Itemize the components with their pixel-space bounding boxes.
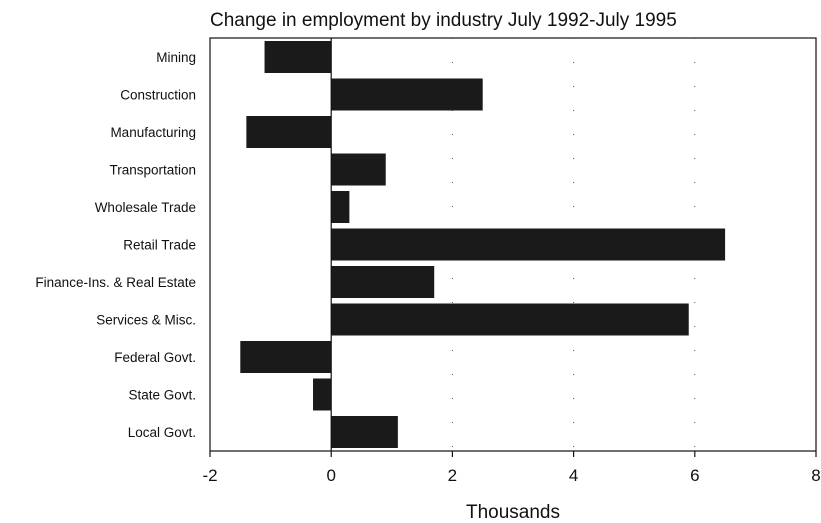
bar [331,153,386,186]
bar [331,228,726,261]
chart-title: Change in employment by industry July 19… [210,10,677,31]
bar [313,378,332,411]
x-tick-label: 2 [448,466,457,485]
category-label: Wholesale Trade [95,200,196,215]
category-label: Federal Govt. [114,350,196,365]
category-label: State Govt. [128,388,196,403]
category-label: Services & Misc. [96,313,196,328]
x-axis-ticks: -2 0 2 4 6 8 [202,451,821,485]
x-tick-label: 8 [811,466,820,485]
x-tick-label: 4 [569,466,578,485]
bars [240,41,726,448]
category-label: Finance-Ins. & Real Estate [35,275,196,290]
x-tick-label: 6 [690,466,699,485]
bar [331,303,689,336]
bar [264,41,332,73]
bar [246,116,332,148]
x-tick-label: -2 [202,466,217,485]
category-label: Manufacturing [110,125,196,140]
category-label: Local Govt. [128,425,196,440]
category-label: Transportation [109,163,196,178]
category-label: Retail Trade [123,238,196,253]
x-tick-label: 0 [326,466,335,485]
bar [331,191,350,223]
bar [331,266,435,298]
bar [240,341,332,373]
category-label: Construction [120,88,196,103]
category-labels: Mining Construction Manufacturing Transport… [35,50,196,440]
bar [331,78,483,111]
bar [331,416,398,448]
x-axis-label: Thousands [466,502,560,523]
plot-frame [209,37,817,452]
category-label: Mining [156,50,196,65]
